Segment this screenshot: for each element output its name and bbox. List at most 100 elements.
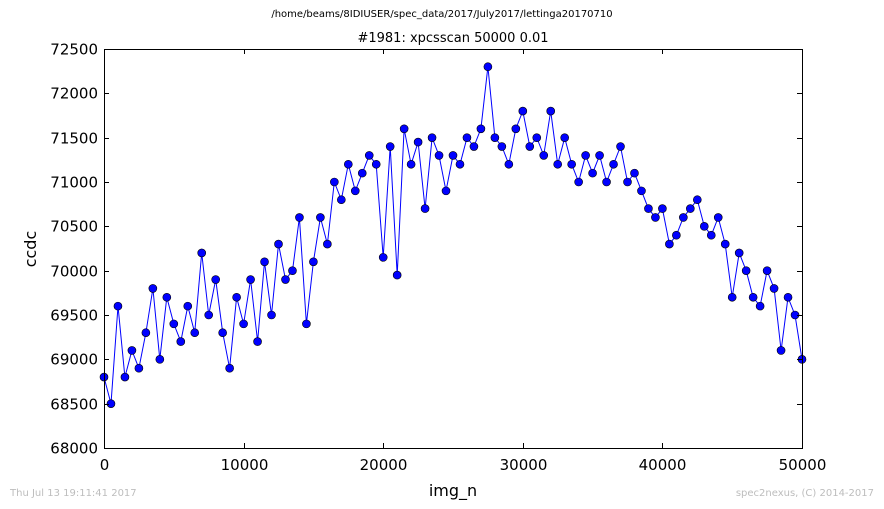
- data-point: [699, 222, 709, 231]
- y-tick-label: 69000: [50, 351, 98, 369]
- data-point: [727, 292, 737, 302]
- x-tick-label: 50000: [779, 456, 827, 474]
- data-point: [295, 213, 304, 222]
- x-tick-label: 30000: [500, 456, 548, 474]
- data-point: [539, 151, 549, 160]
- data-point: [204, 310, 213, 320]
- data-point: [692, 195, 702, 205]
- data-point: [616, 142, 625, 151]
- data-point: [190, 328, 200, 338]
- data-point: [420, 204, 430, 213]
- data-point: [309, 257, 318, 267]
- ticks-layer: 0 10000 20000 30000 40000 50000 68000 68500 6900…: [50, 41, 826, 475]
- data-point: [623, 177, 632, 187]
- data-point: [260, 257, 269, 267]
- data-point: [378, 253, 388, 262]
- data-point: [350, 186, 360, 196]
- data-point: [253, 337, 262, 346]
- data-point: [406, 159, 416, 169]
- data-point: [741, 266, 751, 275]
- data-point: [343, 159, 353, 169]
- data-point: [371, 159, 381, 169]
- x-axis-label: img_n: [429, 481, 477, 501]
- data-point: [120, 372, 130, 382]
- data-point: [162, 292, 172, 302]
- data-point: [239, 319, 248, 329]
- data-point: [762, 266, 772, 275]
- data-point: [148, 284, 158, 293]
- data-point: [560, 133, 569, 142]
- y-tick-label: 71500: [50, 130, 98, 148]
- data-point: [106, 399, 116, 408]
- x-tick-label: 20000: [360, 456, 408, 474]
- data-point: [316, 213, 325, 222]
- data-point: [630, 168, 639, 178]
- data-point: [776, 346, 786, 355]
- data-point: [755, 301, 765, 311]
- data-point: [413, 137, 423, 147]
- y-tick-label: 70000: [50, 263, 98, 281]
- data-point: [274, 239, 283, 249]
- y-axis-label: ccdc: [21, 231, 40, 268]
- data-point: [330, 177, 339, 187]
- data-point: [232, 292, 241, 302]
- data-point: [504, 159, 514, 169]
- series-line: [103, 66, 803, 404]
- data-point: [176, 337, 186, 346]
- data-point: [581, 151, 590, 160]
- footer-timestamp: Thu Jul 13 19:11:41 2017: [10, 488, 137, 499]
- data-point: [483, 62, 493, 72]
- data-point: [127, 346, 137, 355]
- data-point: [720, 239, 730, 249]
- y-tick-label: 69500: [50, 307, 98, 325]
- data-point: [532, 133, 542, 142]
- data-point: [609, 159, 618, 169]
- y-tick-label: 68500: [50, 396, 98, 414]
- data-point: [392, 270, 402, 280]
- data-point: [644, 204, 653, 213]
- data-point: [427, 133, 437, 142]
- x-tick-label: 40000: [639, 456, 687, 474]
- data-point: [183, 301, 193, 311]
- data-point: [337, 195, 346, 205]
- data-point: [497, 142, 507, 151]
- data-point: [385, 142, 395, 151]
- data-point: [134, 363, 144, 373]
- data-point: [769, 284, 779, 293]
- x-tick-label: 0: [100, 456, 110, 474]
- data-point: [141, 328, 151, 338]
- data-point: [637, 186, 646, 196]
- data-point: [323, 239, 332, 249]
- data-point: [155, 355, 165, 364]
- data-point: [748, 292, 758, 302]
- data-point: [441, 186, 451, 196]
- data-point: [553, 159, 563, 169]
- plot-frame: [104, 49, 803, 449]
- data-point: [665, 239, 674, 249]
- data-point: [197, 248, 207, 258]
- data-point: [302, 319, 311, 329]
- footer-credit: spec2nexus, (C) 2014-2017: [735, 488, 874, 499]
- y-tick-label: 71000: [50, 174, 98, 192]
- data-point: [169, 319, 179, 329]
- data-point: [455, 159, 465, 169]
- x-tick-label: 10000: [221, 456, 269, 474]
- data-point: [518, 106, 528, 116]
- data-point: [546, 106, 556, 116]
- data-point: [511, 124, 521, 134]
- data-point: [281, 275, 290, 284]
- data-point: [574, 177, 583, 187]
- data-point: [288, 266, 297, 275]
- data-point: [706, 230, 716, 240]
- data-point: [469, 142, 479, 151]
- data-point: [734, 248, 744, 258]
- y-tick-label: 72500: [50, 41, 98, 59]
- y-tick-label: 70500: [50, 218, 98, 236]
- data-point: [267, 310, 276, 320]
- data-point: [434, 151, 444, 160]
- data-point: [490, 133, 500, 142]
- data-point: [672, 230, 681, 240]
- data-point: [113, 301, 123, 311]
- data-point: [246, 275, 255, 284]
